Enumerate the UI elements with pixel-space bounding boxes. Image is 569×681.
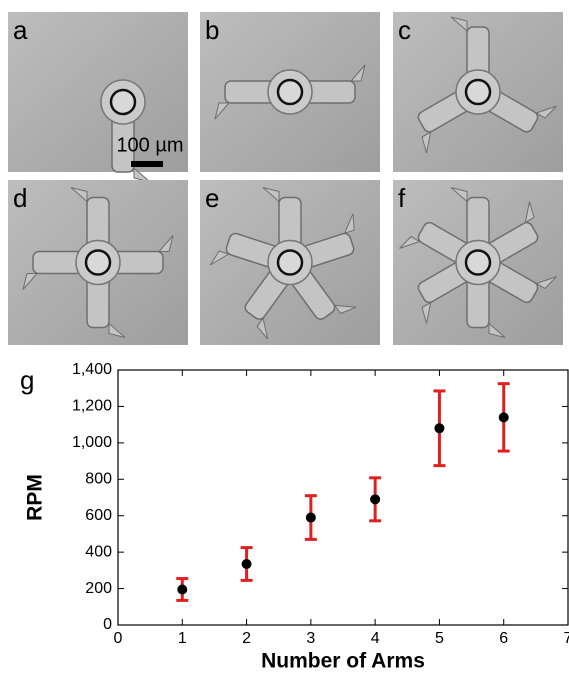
x-tick-label: 2: [242, 630, 251, 647]
rotor-hook: [450, 16, 468, 33]
plot-frame: [117, 369, 569, 626]
micrograph-background: [8, 12, 188, 172]
y-tick-label: 1,200: [72, 398, 112, 415]
rotor-hook: [256, 317, 269, 340]
panel-label: a: [13, 15, 28, 45]
rotor-hole: [276, 78, 304, 106]
rotor-hook: [157, 235, 174, 252]
rotor-hole: [464, 249, 492, 276]
panel-label: f: [398, 183, 406, 213]
rotor-hook: [209, 250, 230, 266]
rotor-hook: [214, 102, 231, 120]
data-point: [498, 412, 509, 423]
micrograph: [393, 12, 563, 172]
data-point: [177, 584, 188, 595]
y-tick-label: 200: [85, 580, 112, 597]
rotor-hook: [421, 131, 432, 154]
panel-label: e: [205, 183, 219, 213]
micrograph: [200, 180, 380, 345]
rotor-hole: [276, 249, 304, 276]
y-tick-label: 1,000: [72, 434, 112, 451]
data-point: [434, 423, 445, 434]
y-tick-label: 400: [85, 543, 112, 560]
y-tick-label: 600: [85, 507, 112, 524]
y-tick-label: 0: [103, 616, 112, 633]
y-tick-label: 1,400: [72, 361, 112, 378]
panel-label: c: [398, 15, 411, 45]
panel-label: b: [205, 15, 219, 45]
rotor-hook: [450, 187, 468, 203]
rotor-hook: [535, 276, 557, 290]
data-point: [305, 512, 316, 523]
y-axis-label: RPM: [24, 474, 47, 521]
rotor-hook: [524, 201, 535, 224]
rotor-hook: [22, 273, 39, 290]
x-tick-label: 3: [306, 630, 315, 647]
data-point: [241, 558, 252, 569]
x-tick-label: 6: [499, 630, 508, 647]
rotor-hook: [349, 64, 366, 82]
rotor-hook: [488, 322, 506, 338]
rotor-hook: [399, 235, 421, 249]
x-tick-label: 1: [178, 630, 187, 647]
rotor-hook: [535, 105, 557, 119]
panel-label: g: [20, 365, 34, 395]
x-tick-label: 7: [564, 630, 569, 647]
rotor-hook: [421, 301, 432, 324]
rotor-hole: [109, 88, 137, 116]
scale-bar-label: 100 µm: [116, 134, 183, 156]
micrograph: [8, 12, 188, 183]
y-tick-label: 800: [85, 471, 112, 488]
micrograph: [393, 180, 563, 345]
x-axis-label: Number of Arms: [261, 650, 425, 673]
rotor-hole: [464, 78, 492, 106]
scale-bar: [131, 161, 163, 167]
rotor-hook: [333, 304, 357, 315]
rotor-hook: [108, 322, 126, 338]
rotor-hook: [262, 187, 280, 203]
rotor-hole: [84, 249, 112, 276]
x-tick-label: 0: [114, 630, 123, 647]
micrograph: [200, 12, 380, 172]
rotor-hook: [343, 213, 355, 235]
data-point: [370, 494, 381, 505]
x-tick-label: 4: [371, 630, 380, 647]
panel-label: d: [13, 183, 27, 213]
micrograph: [8, 180, 188, 345]
rotor-hook: [70, 187, 88, 203]
x-tick-label: 5: [435, 630, 444, 647]
